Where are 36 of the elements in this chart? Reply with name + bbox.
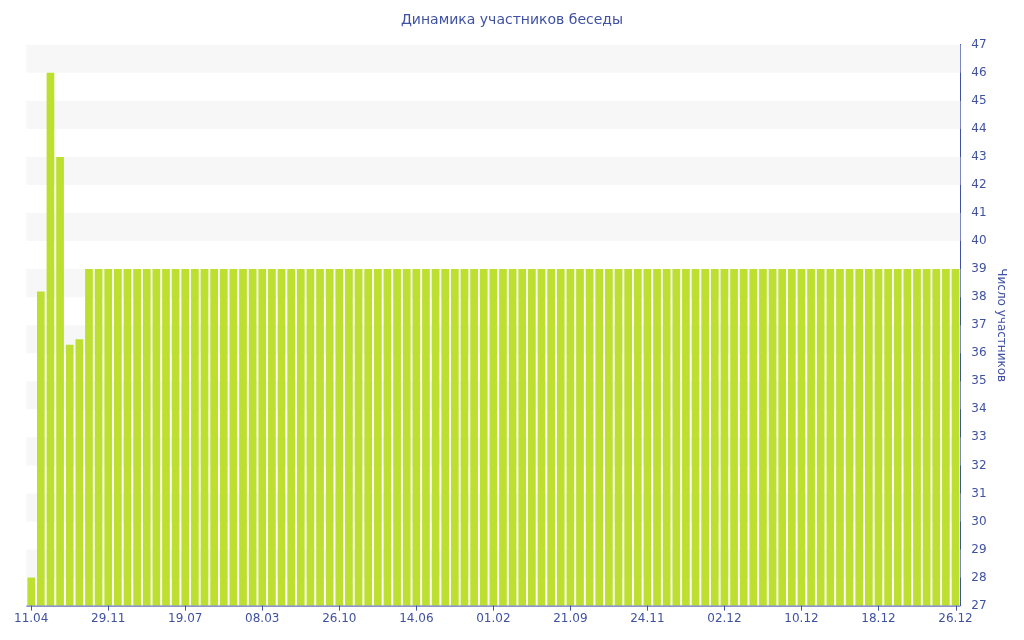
y-tick-label: 43 <box>971 149 987 164</box>
x-tick-label: 10.12 <box>784 610 819 625</box>
x-tick-label: 29.11 <box>91 610 126 625</box>
x-tick-label: 01.02 <box>476 610 511 625</box>
y-tick-label: 42 <box>971 177 987 192</box>
chart-title: Динамика участников беседы <box>400 11 624 28</box>
y-tick-label: 45 <box>971 93 987 107</box>
x-tick-label: 08.03 <box>245 610 280 625</box>
x-tick-label: 19.07 <box>168 610 203 625</box>
y-tick-label: 44 <box>971 121 987 136</box>
y-tick-label: 34 <box>971 401 987 416</box>
y-tick-label: 35 <box>971 373 987 388</box>
x-tick-label: 11.04 <box>14 610 49 625</box>
x-tick-label: 14.06 <box>399 610 434 625</box>
y-tick-label: 33 <box>971 429 987 444</box>
x-tick-label: 24.11 <box>630 610 665 625</box>
y-tick-label: 38 <box>971 289 987 304</box>
y-tick-label: 30 <box>971 513 987 528</box>
y-tick-label: 32 <box>971 457 987 472</box>
y-tick-label: 37 <box>971 317 987 332</box>
x-tick-label: 18.12 <box>861 610 896 625</box>
x-tick-label: 26.10 <box>322 610 357 625</box>
y-tick-label: 47 <box>971 36 987 51</box>
x-tick-label: 26.12 <box>938 610 973 625</box>
y-tick-label: 39 <box>971 261 987 276</box>
y-tick-label: 41 <box>971 205 987 220</box>
x-tick-label: 21.09 <box>553 610 588 625</box>
y-tick-label: 29 <box>971 541 987 556</box>
x-tick-label: 02.12 <box>707 610 742 625</box>
y-tick-label: 28 <box>971 569 987 584</box>
y-tick-label: 36 <box>971 345 987 360</box>
y-tick-label: 46 <box>971 64 987 79</box>
y-tick-label: 40 <box>971 233 987 248</box>
y-tick-label: 31 <box>971 485 987 500</box>
y-axis-title: Число участников <box>994 268 1009 383</box>
y-tick-label: 27 <box>971 597 987 612</box>
